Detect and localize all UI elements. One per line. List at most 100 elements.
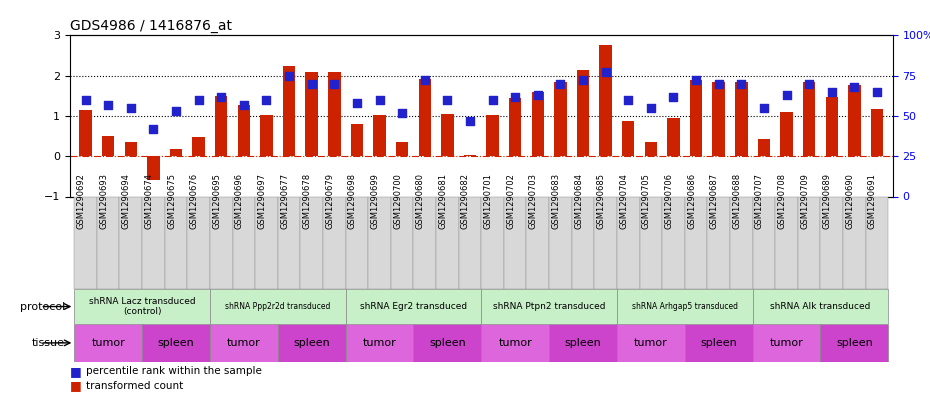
- Bar: [577, 70, 590, 156]
- Bar: [464, 154, 476, 156]
- Bar: [305, 72, 318, 156]
- FancyBboxPatch shape: [210, 196, 232, 289]
- Bar: [79, 110, 92, 156]
- FancyBboxPatch shape: [414, 196, 436, 289]
- Text: GSM1290703: GSM1290703: [529, 173, 538, 229]
- FancyBboxPatch shape: [323, 196, 346, 289]
- FancyBboxPatch shape: [549, 324, 617, 362]
- Bar: [215, 96, 228, 156]
- FancyBboxPatch shape: [820, 196, 844, 289]
- Text: spleen: spleen: [158, 338, 194, 348]
- FancyBboxPatch shape: [391, 196, 414, 289]
- FancyBboxPatch shape: [368, 196, 391, 289]
- Text: GSM1290709: GSM1290709: [800, 173, 809, 229]
- Point: [78, 97, 93, 103]
- Point: [711, 81, 726, 87]
- Text: GSM1290696: GSM1290696: [235, 173, 244, 229]
- FancyBboxPatch shape: [142, 324, 210, 362]
- Text: GSM1290694: GSM1290694: [122, 173, 131, 229]
- Point: [666, 94, 681, 100]
- Point: [168, 108, 183, 114]
- Text: GSM1290707: GSM1290707: [755, 173, 764, 229]
- FancyBboxPatch shape: [572, 196, 594, 289]
- Text: GSM1290684: GSM1290684: [574, 173, 583, 229]
- Text: GDS4986 / 1416876_at: GDS4986 / 1416876_at: [70, 19, 232, 33]
- Bar: [826, 97, 838, 156]
- Point: [734, 81, 749, 87]
- Text: GSM1290680: GSM1290680: [416, 173, 425, 229]
- FancyBboxPatch shape: [278, 196, 300, 289]
- Bar: [667, 118, 680, 156]
- Text: GSM1290685: GSM1290685: [597, 173, 605, 229]
- FancyBboxPatch shape: [278, 324, 346, 362]
- Point: [621, 97, 636, 103]
- Point: [802, 81, 817, 87]
- FancyBboxPatch shape: [798, 196, 820, 289]
- Point: [236, 101, 251, 108]
- FancyBboxPatch shape: [300, 196, 323, 289]
- FancyBboxPatch shape: [74, 289, 210, 324]
- Text: shRNA Ppp2r2d transduced: shRNA Ppp2r2d transduced: [225, 302, 330, 311]
- FancyBboxPatch shape: [481, 289, 617, 324]
- FancyBboxPatch shape: [684, 196, 708, 289]
- Bar: [351, 124, 363, 156]
- Text: ■: ■: [70, 365, 82, 378]
- Point: [756, 105, 771, 111]
- Text: GSM1290682: GSM1290682: [461, 173, 470, 229]
- FancyBboxPatch shape: [617, 324, 684, 362]
- Text: GSM1290688: GSM1290688: [732, 173, 741, 229]
- Point: [146, 126, 161, 132]
- Point: [124, 105, 139, 111]
- Text: shRNA Ptpn2 transduced: shRNA Ptpn2 transduced: [493, 302, 605, 311]
- Text: shRNA Alk transduced: shRNA Alk transduced: [770, 302, 870, 311]
- Text: GSM1290695: GSM1290695: [212, 173, 221, 229]
- FancyBboxPatch shape: [526, 196, 549, 289]
- Bar: [147, 156, 160, 180]
- Bar: [283, 66, 296, 156]
- Point: [259, 97, 274, 103]
- Bar: [622, 121, 634, 156]
- Point: [485, 97, 500, 103]
- Bar: [712, 82, 724, 156]
- Text: shRNA Lacz transduced
(control): shRNA Lacz transduced (control): [88, 297, 195, 316]
- Bar: [170, 149, 182, 156]
- FancyBboxPatch shape: [752, 289, 888, 324]
- Point: [440, 97, 455, 103]
- FancyBboxPatch shape: [617, 289, 752, 324]
- Text: tumor: tumor: [91, 338, 125, 348]
- Bar: [803, 82, 816, 156]
- Text: GSM1290687: GSM1290687: [710, 173, 719, 229]
- Text: GSM1290701: GSM1290701: [484, 173, 493, 229]
- FancyBboxPatch shape: [142, 196, 165, 289]
- Point: [576, 77, 591, 84]
- Bar: [418, 79, 431, 156]
- Bar: [102, 136, 114, 156]
- Point: [372, 97, 387, 103]
- FancyBboxPatch shape: [74, 196, 97, 289]
- Text: spleen: spleen: [429, 338, 466, 348]
- Text: GSM1290679: GSM1290679: [326, 173, 334, 229]
- Point: [688, 77, 703, 84]
- Bar: [509, 98, 522, 156]
- Text: GSM1290686: GSM1290686: [687, 173, 696, 229]
- Bar: [260, 115, 272, 156]
- Text: GSM1290704: GSM1290704: [619, 173, 629, 229]
- FancyBboxPatch shape: [820, 324, 888, 362]
- Text: GSM1290702: GSM1290702: [506, 173, 515, 229]
- Text: GSM1290700: GSM1290700: [393, 173, 402, 229]
- FancyBboxPatch shape: [74, 324, 142, 362]
- FancyBboxPatch shape: [481, 196, 504, 289]
- FancyBboxPatch shape: [414, 324, 481, 362]
- Text: GSM1290677: GSM1290677: [280, 173, 289, 229]
- FancyBboxPatch shape: [346, 196, 368, 289]
- Point: [508, 94, 523, 100]
- FancyBboxPatch shape: [662, 196, 684, 289]
- Text: spleen: spleen: [700, 338, 737, 348]
- FancyBboxPatch shape: [708, 196, 730, 289]
- Point: [530, 92, 545, 98]
- Bar: [238, 105, 250, 156]
- FancyBboxPatch shape: [97, 196, 119, 289]
- FancyBboxPatch shape: [346, 324, 414, 362]
- FancyBboxPatch shape: [210, 289, 346, 324]
- Text: transformed count: transformed count: [86, 381, 184, 391]
